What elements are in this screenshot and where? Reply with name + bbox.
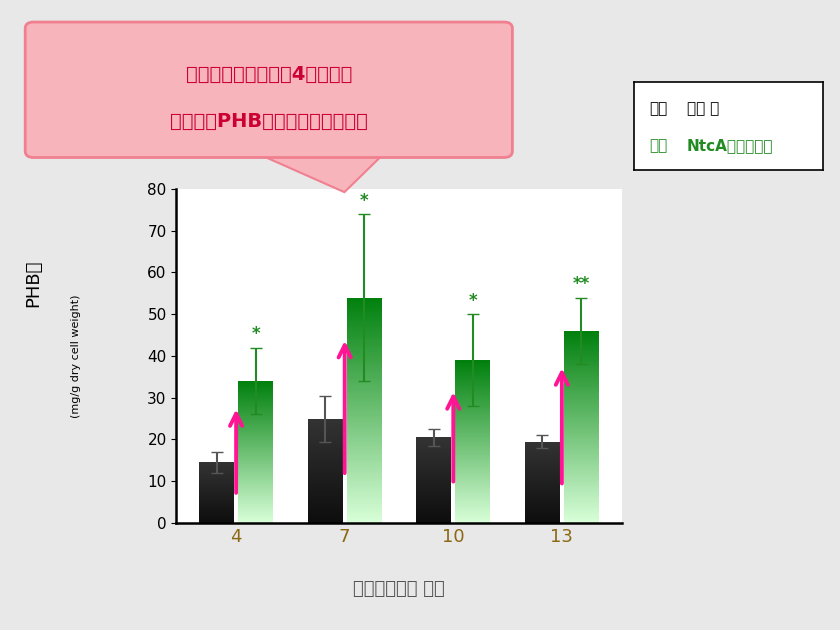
Text: *: * bbox=[360, 192, 369, 210]
Text: (mg/g dry cell weight): (mg/g dry cell weight) bbox=[71, 294, 81, 418]
Text: すべてでPHB量が２～３倍に増加: すべてでPHB量が２～３倍に増加 bbox=[170, 112, 368, 130]
Text: *: * bbox=[469, 292, 477, 310]
Text: **: ** bbox=[573, 275, 590, 294]
Text: 遠伝子改変により、4つの条件: 遠伝子改変により、4つの条件 bbox=[186, 65, 352, 84]
Text: 黒: 黒 bbox=[649, 101, 668, 116]
Text: PHB量: PHB量 bbox=[24, 260, 43, 307]
Text: 窒素欠乏後の 日数: 窒素欠乏後の 日数 bbox=[353, 580, 445, 598]
Text: 野生 株: 野生 株 bbox=[687, 101, 719, 116]
Text: 緑: 緑 bbox=[649, 138, 668, 153]
Text: *: * bbox=[251, 326, 260, 343]
Text: NtcA過剰発現株: NtcA過剰発現株 bbox=[687, 138, 774, 153]
